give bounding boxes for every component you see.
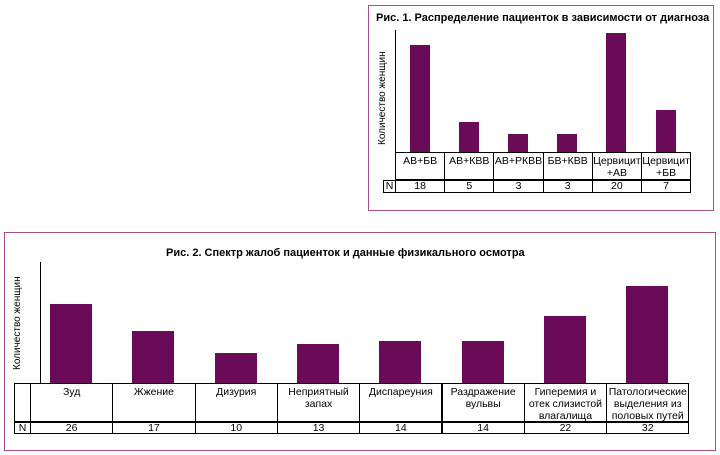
category-row-start: [14, 383, 31, 422]
category-cell: Дизурия: [194, 383, 278, 422]
category-cell: Диспареуния: [359, 383, 443, 422]
category-cell: АВ+РКВВ: [493, 152, 544, 180]
n-value: 13: [276, 422, 361, 434]
category-cell: Цервицит +БВ: [641, 152, 692, 180]
category-cell: Цервицит +АВ: [591, 152, 642, 180]
n-value: 14: [359, 422, 443, 434]
bar: [606, 33, 627, 152]
bar: [508, 134, 528, 152]
n-value: 7: [641, 180, 692, 193]
n-value: 5: [444, 180, 495, 193]
figure-2-frame: [4, 232, 716, 451]
n-value: 32: [606, 422, 690, 434]
bar: [132, 331, 175, 383]
n-value: 3: [542, 180, 593, 193]
n-value: 17: [112, 422, 196, 434]
bar: [655, 110, 676, 152]
y-axis-label: Количество женщин: [377, 51, 388, 145]
y-axis-label: Количество женщин: [12, 276, 23, 370]
bar: [461, 340, 504, 383]
y-axis: [395, 30, 396, 152]
category-cell: Зуд: [30, 383, 114, 422]
bar: [543, 316, 586, 383]
n-value: 18: [395, 180, 446, 193]
category-cell: Гиперемия и отек слизистой влагалища: [523, 383, 608, 422]
bar: [214, 352, 257, 383]
y-axis: [40, 262, 41, 383]
chart-title: Рис. 1. Распределение пациенток в зависи…: [376, 12, 710, 24]
n-value: 10: [194, 422, 278, 434]
category-cell: Неприятный запах: [276, 383, 361, 422]
category-cell: АВ+БВ: [395, 152, 446, 180]
n-value: 26: [30, 422, 114, 434]
bar: [458, 122, 479, 152]
bar: [297, 343, 340, 383]
category-cell: Патологические выделения из половых путе…: [606, 383, 690, 422]
bar: [379, 340, 422, 383]
bar: [557, 134, 578, 152]
n-value: 22: [523, 422, 608, 434]
category-cell: АВ+КВВ: [444, 152, 495, 180]
category-cell: Жжение: [112, 383, 196, 422]
n-value: 20: [591, 180, 642, 193]
n-value: 14: [441, 422, 525, 434]
row-label: N: [14, 422, 31, 434]
chart-title: Рис. 2. Спектр жалоб пациенток и данные …: [166, 247, 525, 259]
bar: [50, 304, 93, 383]
bar: [409, 44, 430, 152]
n-value: 3: [493, 180, 544, 193]
category-cell: Раздражение вульвы: [441, 383, 525, 422]
bar: [626, 286, 669, 383]
figure-1-frame: [368, 5, 714, 211]
category-cell: БВ+КВВ: [542, 152, 593, 180]
